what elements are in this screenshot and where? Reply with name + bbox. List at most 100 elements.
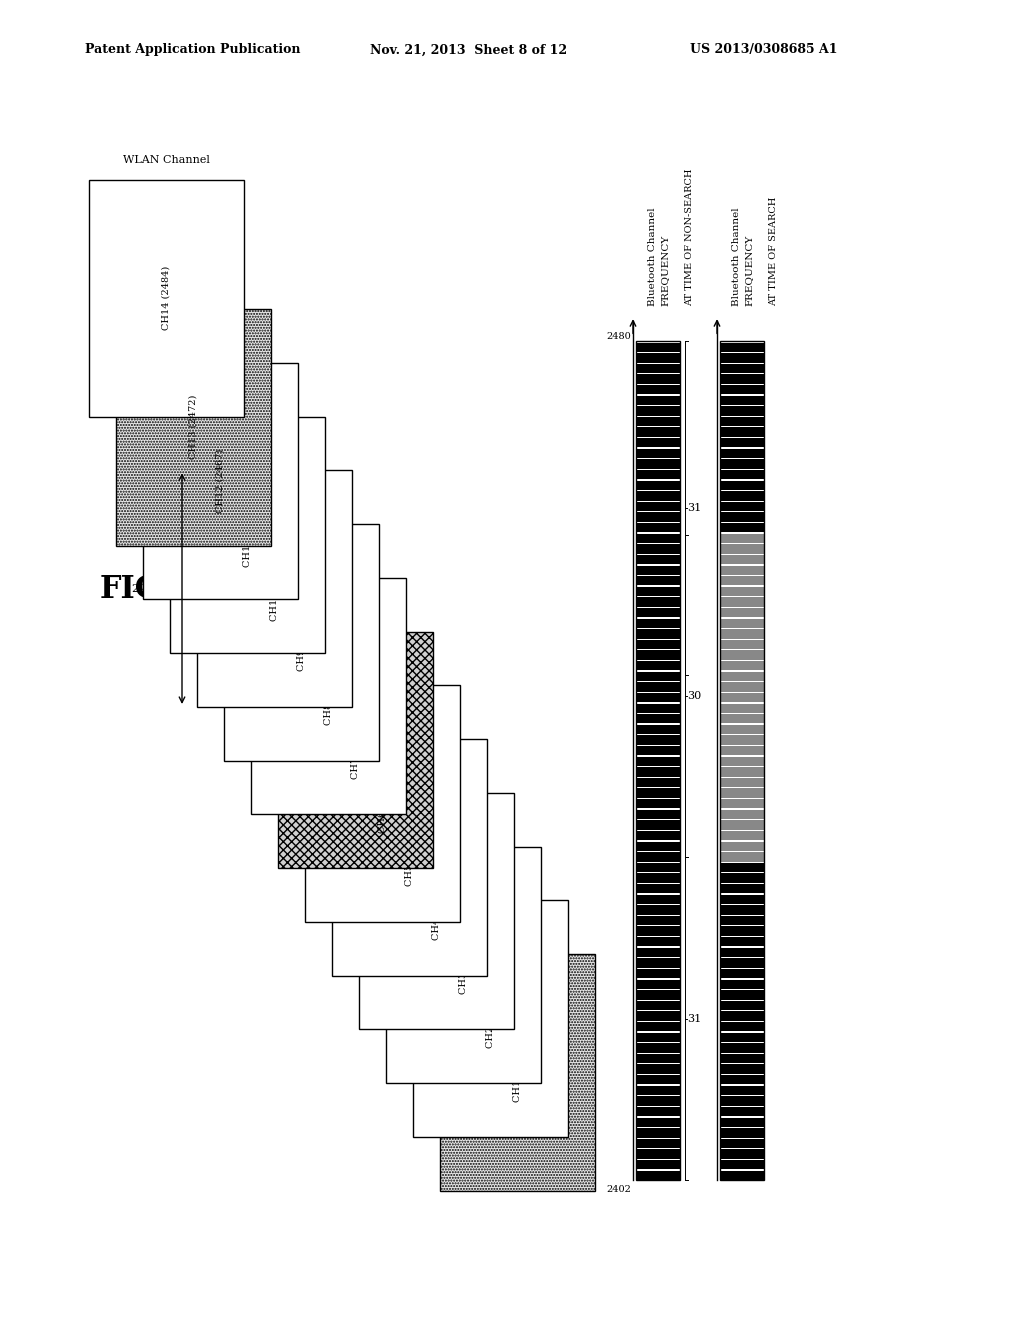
Bar [636, 1011, 680, 1020]
Bar [143, 363, 298, 599]
Bar [636, 396, 680, 405]
Text: CH5 (2432): CH5 (2432) [406, 829, 414, 887]
Text: 30: 30 [687, 692, 701, 701]
Bar [636, 480, 680, 490]
Bar [720, 1150, 764, 1159]
Bar [636, 725, 680, 734]
Bar [636, 1107, 680, 1117]
Bar [720, 576, 764, 586]
Bar [636, 1032, 680, 1041]
Bar [720, 884, 764, 894]
Text: CH13 (2472): CH13 (2472) [189, 395, 198, 459]
Text: CH12 (2467): CH12 (2467) [216, 449, 225, 513]
Bar [636, 438, 680, 447]
Bar [636, 916, 680, 925]
Text: CH7 (2442): CH7 (2442) [351, 721, 360, 779]
Bar [636, 576, 680, 586]
Bar [636, 342, 680, 1180]
Bar [720, 958, 764, 968]
Bar [720, 756, 764, 766]
Bar [636, 661, 680, 671]
Bar [636, 428, 680, 437]
Bar [636, 1022, 680, 1031]
Bar [636, 491, 680, 500]
Text: Nov. 21, 2013  Sheet 8 of 12: Nov. 21, 2013 Sheet 8 of 12 [370, 44, 567, 57]
Bar [720, 767, 764, 776]
Bar [636, 895, 680, 904]
Bar [720, 916, 764, 925]
Bar [636, 1150, 680, 1159]
Text: CH3 (2422): CH3 (2422) [459, 936, 468, 994]
Bar [720, 565, 764, 574]
Bar [720, 512, 764, 521]
Bar [720, 777, 764, 787]
Bar [636, 746, 680, 755]
Bar [720, 990, 764, 999]
Text: CH2 (2417): CH2 (2417) [486, 990, 495, 1048]
Bar [636, 449, 680, 458]
Bar [636, 587, 680, 597]
Bar [720, 714, 764, 723]
Bar [636, 799, 680, 808]
Bar [720, 343, 764, 352]
Bar [720, 480, 764, 490]
Bar [720, 1097, 764, 1106]
Bar [251, 578, 406, 814]
Bar [720, 906, 764, 915]
Bar [720, 853, 764, 862]
Bar [636, 672, 680, 681]
Bar [359, 793, 514, 1030]
Bar [636, 470, 680, 479]
Bar [636, 554, 680, 564]
Text: FREQUENCY: FREQUENCY [745, 235, 754, 306]
Text: CH1 (2412): CH1 (2412) [513, 1043, 522, 1101]
Bar [720, 619, 764, 628]
Bar [720, 895, 764, 904]
Text: CH10 (2457): CH10 (2457) [270, 557, 279, 620]
Bar [636, 1139, 680, 1148]
Bar [636, 407, 680, 416]
Bar [720, 1064, 764, 1074]
Bar [170, 417, 325, 653]
Text: 22 MHz: 22 MHz [132, 583, 177, 594]
Bar [720, 554, 764, 564]
Text: US 2013/0308685 A1: US 2013/0308685 A1 [690, 44, 838, 57]
Bar [720, 863, 764, 873]
Bar [636, 906, 680, 915]
Bar [636, 364, 680, 374]
Bar [413, 900, 568, 1137]
Text: CH14 (2484): CH14 (2484) [162, 267, 171, 330]
Bar [386, 846, 541, 1084]
Bar [305, 685, 460, 921]
Bar [636, 502, 680, 511]
Bar [720, 630, 764, 639]
Bar [636, 385, 680, 395]
Bar [720, 1171, 764, 1180]
Bar [636, 979, 680, 989]
Bar [720, 364, 764, 374]
Text: CH8 (2447): CH8 (2447) [324, 667, 333, 725]
Bar [720, 830, 764, 841]
Bar [720, 1129, 764, 1138]
Text: 31: 31 [687, 503, 701, 513]
Bar [720, 449, 764, 458]
Bar [720, 704, 764, 713]
Bar [636, 417, 680, 426]
Bar [720, 799, 764, 808]
Bar [720, 725, 764, 734]
Bar [720, 1011, 764, 1020]
Bar [636, 820, 680, 830]
Bar [720, 1107, 764, 1117]
Bar [720, 396, 764, 405]
Bar [720, 609, 764, 618]
Bar [720, 1074, 764, 1085]
Text: CH9 (2452): CH9 (2452) [297, 614, 306, 672]
Text: 2402: 2402 [606, 1185, 631, 1195]
Text: CH11 (2462): CH11 (2462) [243, 503, 252, 568]
Bar [636, 788, 680, 797]
Bar [720, 693, 764, 702]
Text: AT TIME OF SEARCH: AT TIME OF SEARCH [769, 197, 778, 306]
Bar [720, 417, 764, 426]
Bar [720, 407, 764, 416]
Text: AT TIME OF NON-SEARCH: AT TIME OF NON-SEARCH [685, 169, 694, 306]
